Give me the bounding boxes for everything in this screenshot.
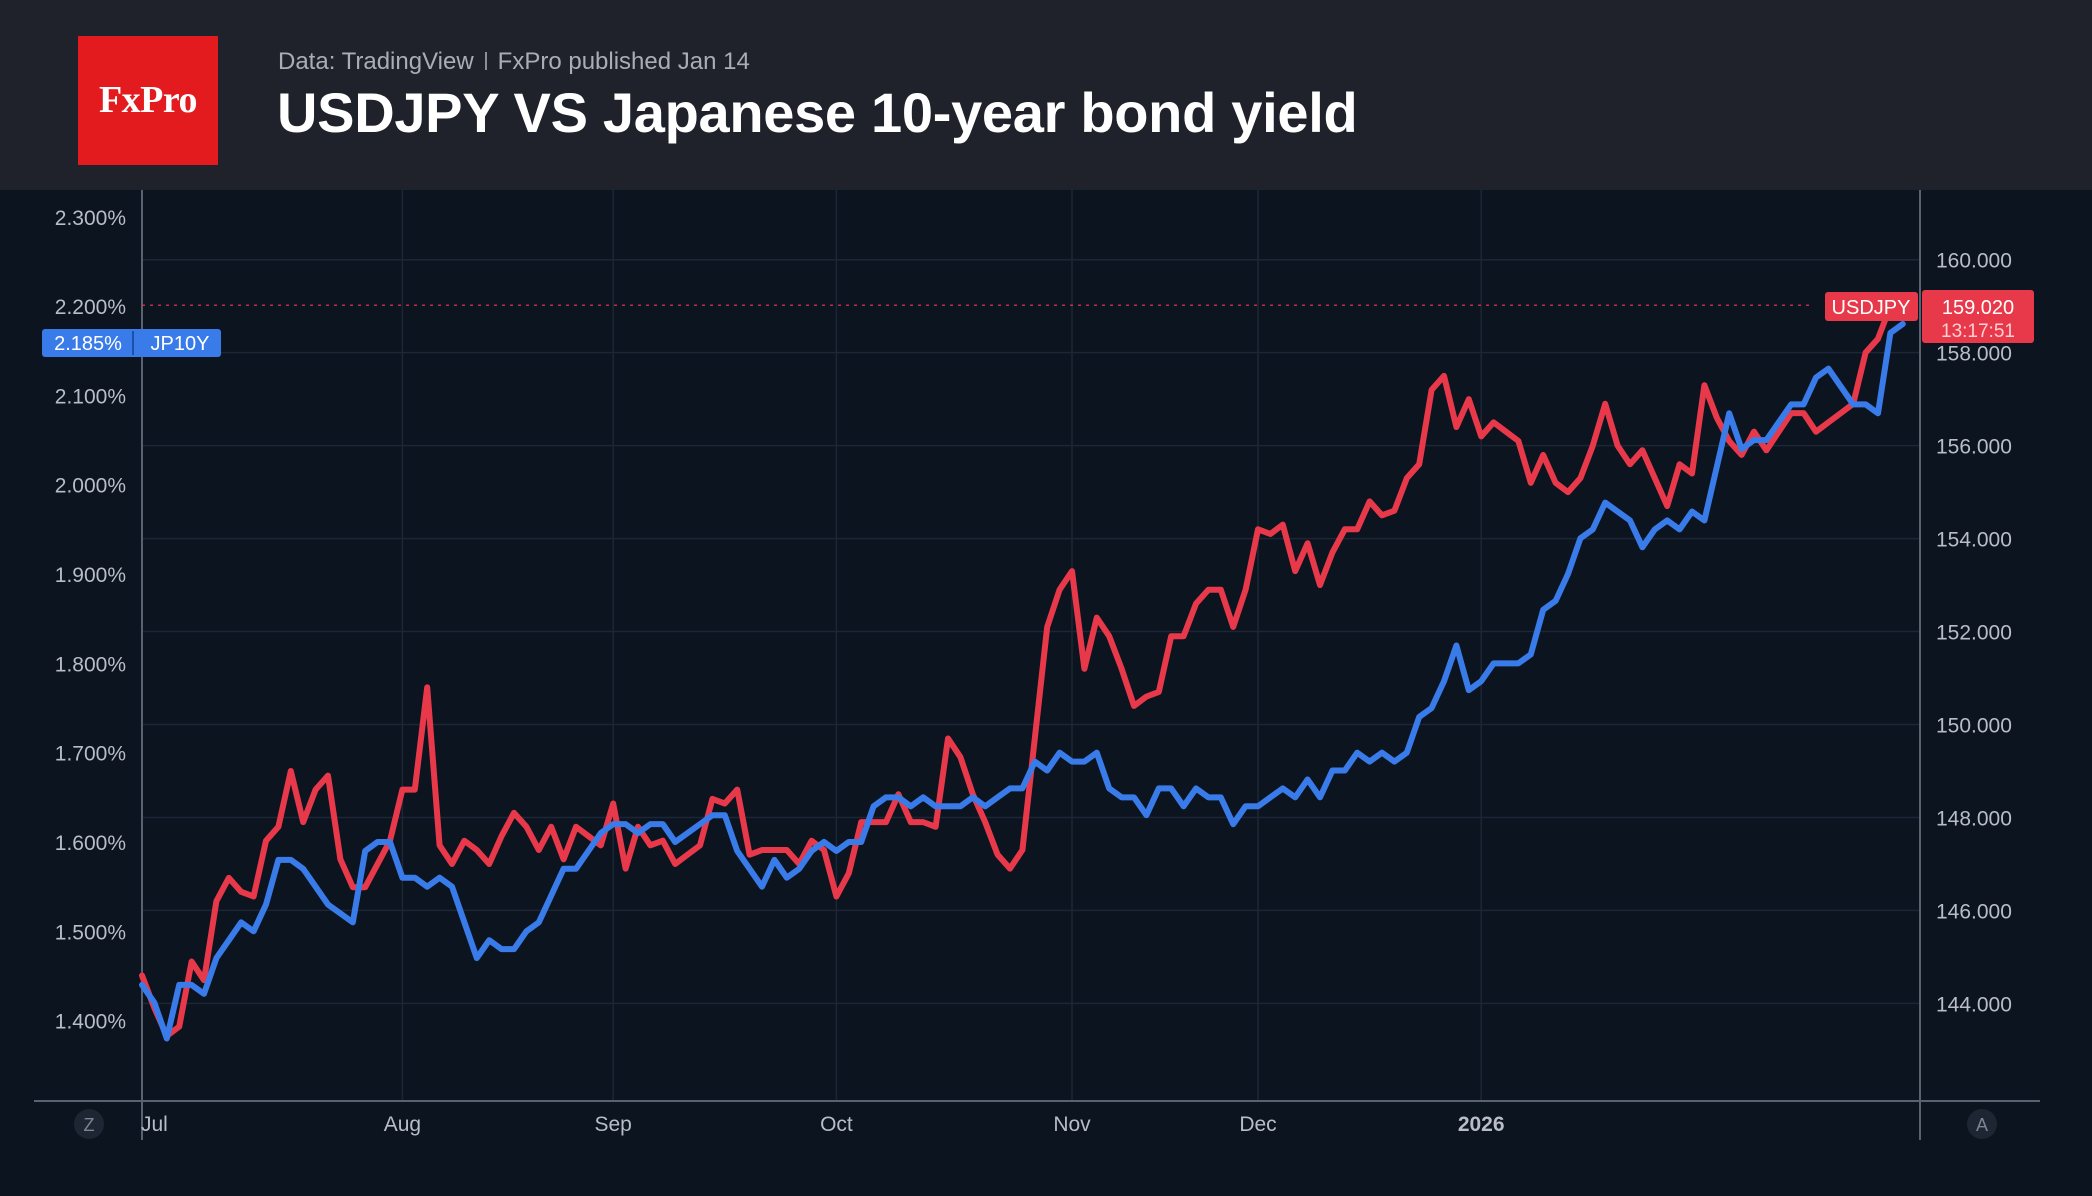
auto-scale-button-label: A — [1976, 1115, 1988, 1135]
right-tick-label: 156.000 — [1936, 436, 2012, 459]
chart-meta: Data: TradingView FxPro published Jan 14 — [278, 48, 750, 76]
time-tick-label: Jul — [141, 1113, 168, 1136]
left-tick-label: 2.000% — [55, 475, 126, 498]
jp10y-badge-label: JP10Y — [151, 333, 210, 355]
right-tick-label: 154.000 — [1936, 529, 2012, 552]
auto-scale-button[interactable]: A — [1967, 1109, 1997, 1139]
left-tick-label: 1.600% — [55, 832, 126, 855]
time-axis-ticks: Jul Aug Sep Oct Nov Dec 2026 — [141, 1113, 1505, 1136]
right-tick-label: 148.000 — [1936, 807, 2012, 830]
usdjpy-last-value: 159.020 — [1942, 297, 2014, 319]
left-tick-label: 1.400% — [55, 1011, 126, 1034]
left-tick-label: 1.700% — [55, 743, 126, 766]
right-tick-label: 158.000 — [1936, 343, 2012, 366]
left-axis-ticks: 2.300% 2.200% 2.100% 2.000% 1.900% 1.800% 1.70… — [55, 207, 126, 1034]
usdjpy-series-line[interactable] — [139, 303, 1906, 1039]
jp10y-last-value: 2.185% — [54, 333, 122, 355]
time-tick-label: Oct — [820, 1113, 853, 1136]
usdjpy-legend-badge[interactable]: USDJPY — [1825, 292, 1918, 321]
right-tick-label: 144.000 — [1936, 993, 2012, 1016]
left-tick-label: 1.800% — [55, 653, 126, 676]
zoom-button-left-label: Z — [84, 1115, 95, 1135]
usdjpy-countdown: 13:17:51 — [1941, 321, 2015, 342]
left-tick-label: 1.900% — [55, 564, 126, 587]
data-source: Data: TradingView — [278, 48, 474, 75]
zoom-button-left[interactable]: Z — [74, 1109, 104, 1139]
chart-header: FxPro Data: TradingView FxPro published J… — [0, 0, 2092, 190]
publish-info: FxPro published Jan 14 — [497, 48, 750, 75]
time-tick-label: 2026 — [1458, 1113, 1505, 1136]
time-tick-label: Nov — [1053, 1113, 1091, 1136]
left-tick-label: 2.200% — [55, 296, 126, 319]
right-tick-label: 150.000 — [1936, 715, 2012, 738]
grid-lines — [142, 190, 1920, 1101]
left-tick-label: 2.100% — [55, 385, 126, 408]
right-tick-label: 146.000 — [1936, 900, 2012, 923]
usdjpy-badge-label: USDJPY — [1832, 297, 1911, 319]
jp10y-series-line[interactable] — [139, 320, 1906, 1042]
chart-title: USDJPY VS Japanese 10-year bond yield — [277, 81, 1358, 144]
right-axis-ticks: 160.000 158.000 156.000 154.000 152.000 150.0… — [1936, 250, 2012, 1017]
right-tick-label: 152.000 — [1936, 622, 2012, 645]
left-tick-label: 2.300% — [55, 207, 126, 230]
time-tick-label: Sep — [595, 1113, 632, 1136]
jp10y-legend-badge[interactable]: 2.185% JP10Y — [42, 329, 221, 357]
left-tick-label: 1.500% — [55, 921, 126, 944]
fxpro-logo: FxPro — [78, 36, 218, 165]
right-tick-label: 160.000 — [1936, 250, 2012, 273]
time-tick-label: Aug — [384, 1113, 421, 1136]
meta-separator — [484, 52, 487, 70]
time-tick-label: Dec — [1239, 1113, 1276, 1136]
usdjpy-price-badge: 159.020 13:17:51 — [1922, 290, 2034, 343]
